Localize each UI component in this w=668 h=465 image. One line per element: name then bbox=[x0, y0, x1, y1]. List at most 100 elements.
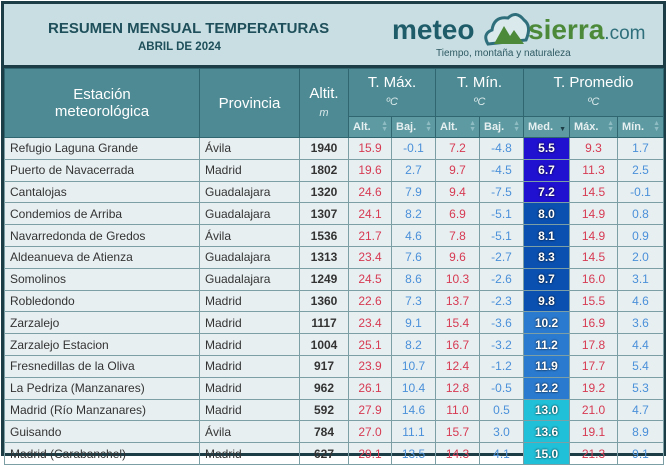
table-row: Cantalojas Guadalajara 1320 24.6 7.9 9.4 -7.5 7… bbox=[4, 180, 665, 204]
tavg-min: 8.9 bbox=[617, 420, 665, 444]
tmax-low: 11.1 bbox=[391, 420, 436, 444]
tavg-min: 2.5 bbox=[617, 158, 665, 182]
tmax-high: 24.5 bbox=[348, 267, 392, 291]
table-row: Refugio Laguna Grande Ávila 1940 15.9 -0.1 7.… bbox=[4, 137, 665, 160]
tmax-low: 4.6 bbox=[391, 224, 436, 247]
tmax-low: 9.1 bbox=[391, 311, 436, 335]
province: Madrid bbox=[199, 333, 300, 356]
tavg-mean: 8.3 bbox=[523, 245, 571, 269]
tmin-low: -7.5 bbox=[478, 180, 525, 204]
title-bar: RESUMEN MENSUAL TEMPERATURAS ABRIL DE 20… bbox=[4, 4, 663, 68]
tavg-min: -0.1 bbox=[617, 180, 665, 204]
province: Madrid bbox=[199, 442, 300, 465]
sort-tavg-max[interactable]: Máx. ▲ ▼ bbox=[569, 116, 619, 138]
tavg-mean: 6.7 bbox=[523, 158, 571, 182]
table-row: Puerto de Navacerrada Madrid 1802 19.6 2.7 9.… bbox=[4, 158, 665, 182]
province: Madrid bbox=[199, 311, 300, 335]
tavg-min: 5.4 bbox=[617, 354, 665, 378]
tmin-high: 12.4 bbox=[435, 354, 480, 378]
tmax-high: 15.9 bbox=[348, 137, 392, 160]
tmax-low: 14.6 bbox=[391, 398, 436, 422]
sort-tmax-alt[interactable]: Alt. ▲ ▼ bbox=[348, 116, 392, 138]
province: Guadalajara bbox=[199, 267, 300, 291]
tavg-mean: 9.8 bbox=[523, 289, 571, 313]
tmin-high: 13.7 bbox=[435, 289, 480, 313]
tavg-mean: 7.2 bbox=[523, 180, 571, 204]
tmin-low: -1.2 bbox=[478, 354, 525, 378]
station-name: Madrid (Río Manzanares) bbox=[4, 398, 200, 422]
tavg-max: 21.3 bbox=[569, 442, 619, 465]
tmin-low: -3.6 bbox=[478, 311, 525, 335]
tavg-max: 15.5 bbox=[569, 289, 619, 313]
province: Madrid bbox=[199, 158, 300, 182]
province: Madrid bbox=[199, 289, 300, 313]
tavg-min: 0.9 bbox=[617, 224, 665, 247]
station-name: Somolinos bbox=[4, 267, 200, 291]
sort-tavg-min[interactable]: Mín. ▲ ▼ bbox=[617, 116, 665, 138]
tmin-low: -4.8 bbox=[478, 137, 525, 160]
tavg-max: 16.0 bbox=[569, 267, 619, 291]
logo-tagline: Tiempo, montaña y naturaleza bbox=[436, 48, 571, 59]
tavg-max: 11.3 bbox=[569, 158, 619, 182]
table-row: Madrid (Río Manzanares) Madrid 592 27.9 14.6… bbox=[4, 398, 665, 422]
sort-tavg-med[interactable]: Med. ▼ bbox=[523, 116, 571, 138]
altitude: 1313 bbox=[299, 245, 349, 269]
station-name: Fresnedillas de la Oliva bbox=[4, 354, 200, 378]
tavg-mean: 12.2 bbox=[523, 376, 571, 400]
station-name: Refugio Laguna Grande bbox=[4, 137, 200, 160]
report-title: RESUMEN MENSUAL TEMPERATURAS bbox=[48, 20, 330, 37]
altitude: 1802 bbox=[299, 158, 349, 182]
tmin-low: 4.1 bbox=[478, 442, 525, 465]
altitude: 917 bbox=[299, 354, 349, 378]
tavg-min: 3.6 bbox=[617, 311, 665, 335]
altitude: 1004 bbox=[299, 333, 349, 356]
tavg-mean: 9.7 bbox=[523, 267, 571, 291]
tmax-low: -0.1 bbox=[391, 137, 436, 160]
tmin-low: -2.3 bbox=[478, 289, 525, 313]
header-tavg: T. Promedio ºC bbox=[523, 68, 665, 117]
sort-tmax-baj[interactable]: Baj. ▲ ▼ bbox=[391, 116, 436, 138]
tmin-high: 9.6 bbox=[435, 245, 480, 269]
tavg-max: 21.0 bbox=[569, 398, 619, 422]
tmin-low: -4.5 bbox=[478, 158, 525, 182]
altitude: 1940 bbox=[299, 137, 349, 160]
tmin-high: 12.8 bbox=[435, 376, 480, 400]
tavg-mean: 11.9 bbox=[523, 354, 571, 378]
tavg-max: 17.8 bbox=[569, 333, 619, 356]
province: Ávila bbox=[199, 224, 300, 247]
tavg-mean: 5.5 bbox=[523, 137, 571, 160]
station-name: Robledondo bbox=[4, 289, 200, 313]
tmax-high: 23.9 bbox=[348, 354, 392, 378]
sort-tmin-alt[interactable]: Alt. ▲ ▼ bbox=[435, 116, 480, 138]
station-name: Zarzalejo bbox=[4, 311, 200, 335]
tmax-high: 24.1 bbox=[348, 202, 392, 226]
tmax-high: 29.1 bbox=[348, 442, 392, 465]
province: Ávila bbox=[199, 420, 300, 444]
table-row: Fresnedillas de la Oliva Madrid 917 23.9 10.… bbox=[4, 354, 665, 378]
table-row: Guisando Ávila 784 27.0 11.1 15.7 3.0 13.6 19.1 8… bbox=[4, 420, 665, 444]
altitude: 1117 bbox=[299, 311, 349, 335]
table-row: Condemios de Arriba Guadalajara 1307 24.1 8.… bbox=[4, 202, 665, 226]
tmax-high: 23.4 bbox=[348, 245, 392, 269]
tavg-mean: 8.1 bbox=[523, 224, 571, 247]
sort-icon: ▲ ▼ bbox=[469, 120, 476, 133]
tavg-max: 19.2 bbox=[569, 376, 619, 400]
tmin-high: 16.7 bbox=[435, 333, 480, 356]
tavg-max: 14.5 bbox=[569, 245, 619, 269]
province: Ávila bbox=[199, 137, 300, 160]
station-name: Cantalojas bbox=[4, 180, 200, 204]
sort-tmin-baj[interactable]: Baj. ▲ ▼ bbox=[478, 116, 525, 138]
station-name: Navarredonda de Gredos bbox=[4, 224, 200, 247]
tmax-low: 10.7 bbox=[391, 354, 436, 378]
tmin-high: 15.4 bbox=[435, 311, 480, 335]
tavg-min: 4.7 bbox=[617, 398, 665, 422]
province: Guadalajara bbox=[199, 245, 300, 269]
tavg-mean: 15.0 bbox=[523, 442, 571, 465]
header-province: Provincia bbox=[199, 68, 300, 138]
mountain-cloud-icon bbox=[484, 13, 530, 46]
tmin-high: 10.3 bbox=[435, 267, 480, 291]
table-row: Robledondo Madrid 1360 22.6 7.3 13.7 -2.3 9.8 15… bbox=[4, 289, 665, 313]
tmax-high: 24.6 bbox=[348, 180, 392, 204]
tmax-low: 8.2 bbox=[391, 333, 436, 356]
tmax-high: 25.1 bbox=[348, 333, 392, 356]
